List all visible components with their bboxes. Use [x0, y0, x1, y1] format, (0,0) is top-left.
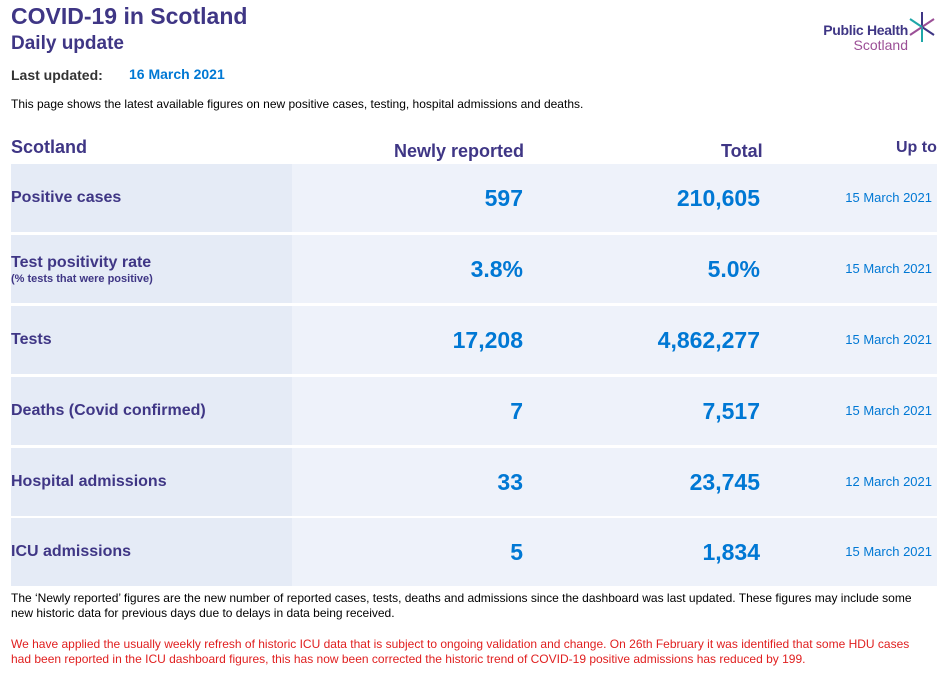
- logo-text-line2: Scotland: [853, 37, 908, 53]
- table-row-tests: Tests 17,208 4,862,277 15 March 2021: [11, 306, 937, 374]
- last-updated-label: Last updated:: [11, 67, 103, 83]
- newly-reported-value: 597: [484, 185, 523, 211]
- row-label-cell: [11, 235, 292, 303]
- column-header-region: Scotland: [11, 137, 88, 157]
- up-to-date: 12 March 2021: [845, 474, 932, 489]
- up-to-date: 15 March 2021: [845, 332, 932, 347]
- table-row-hospital-admissions: Hospital admissions 33 23,745 12 March 2…: [11, 448, 937, 516]
- newly-reported-value: 7: [510, 398, 523, 424]
- row-label-cell: [11, 448, 292, 516]
- last-updated-value: 16 March 2021: [129, 66, 225, 82]
- up-to-date: 15 March 2021: [845, 544, 932, 559]
- star-icon: [909, 12, 935, 42]
- row-label-cell: [11, 164, 292, 232]
- row-sublabel: (% tests that were positive): [11, 273, 153, 285]
- row-label: Test positivity rate: [11, 254, 152, 271]
- row-label-cell: [11, 518, 292, 586]
- table-row-positive-cases: Positive cases 597 210,605 15 March 2021: [11, 164, 937, 232]
- newly-reported-value: 33: [497, 469, 523, 495]
- public-health-scotland-logo: Public Health Scotland: [808, 10, 938, 55]
- table-row-test-positivity: Test positivity rate (% tests that were …: [11, 235, 937, 303]
- logo-text-line1: Public Health: [823, 22, 908, 38]
- newly-reported-note: The ‘Newly reported’ figures are the new…: [11, 591, 912, 620]
- total-value: 7,517: [702, 398, 760, 424]
- table-row-deaths: Deaths (Covid confirmed) 7 7,517 15 Marc…: [11, 377, 937, 445]
- column-header-total: Total: [721, 141, 763, 161]
- newly-reported-value: 3.8%: [470, 256, 523, 282]
- total-value: 4,862,277: [657, 327, 760, 353]
- column-header-newly-reported: Newly reported: [394, 141, 525, 161]
- total-value: 210,605: [676, 185, 760, 211]
- total-value: 1,834: [702, 539, 760, 565]
- row-label: Hospital admissions: [11, 473, 167, 490]
- page-title: COVID-19 in Scotland: [11, 3, 248, 29]
- row-label: ICU admissions: [11, 543, 132, 560]
- intro-text: This page shows the latest available fig…: [11, 97, 584, 111]
- total-value: 5.0%: [707, 256, 760, 282]
- row-label: Positive cases: [11, 189, 122, 206]
- newly-reported-value: 17,208: [452, 327, 523, 353]
- table-row-icu-admissions: ICU admissions 5 1,834 15 March 2021: [11, 518, 937, 586]
- up-to-date: 15 March 2021: [845, 261, 932, 276]
- icu-refresh-warning: We have applied the usually weekly refre…: [11, 637, 910, 666]
- up-to-date: 15 March 2021: [845, 190, 932, 205]
- column-header-up-to: Up to: [896, 139, 937, 156]
- newly-reported-value: 5: [510, 539, 523, 565]
- row-label-cell: [11, 377, 292, 445]
- row-label-cell: [11, 306, 292, 374]
- row-label: Deaths (Covid confirmed): [11, 402, 206, 419]
- total-value: 23,745: [689, 469, 760, 495]
- row-label: Tests: [11, 331, 52, 348]
- up-to-date: 15 March 2021: [845, 403, 932, 418]
- page-subtitle: Daily update: [11, 33, 124, 54]
